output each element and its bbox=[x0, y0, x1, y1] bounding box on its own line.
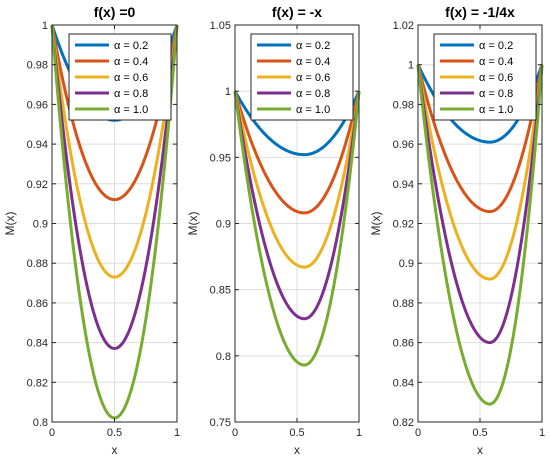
y-tick-label: 0.92 bbox=[393, 219, 414, 231]
y-tick-label: 0.9 bbox=[399, 258, 414, 270]
y-tick-label: 0.8 bbox=[216, 351, 231, 363]
legend-entry: α = 0.4 bbox=[114, 56, 148, 68]
legend-entry: α = 0.2 bbox=[114, 40, 148, 52]
x-tick-label: 0.5 bbox=[107, 427, 122, 439]
series-line-4 bbox=[233, 90, 361, 321]
chart-panel-2: 0.75 0.8 0.85 0.9 0.95 1 1.05 0 0.5 1 f(x) = -x x M(… bbox=[186, 4, 362, 457]
y-tick-label: 1 bbox=[408, 60, 414, 72]
y-tick-label: 0.94 bbox=[27, 139, 48, 151]
series-line-5 bbox=[233, 90, 361, 367]
x-tick-label: 0 bbox=[415, 427, 421, 439]
series-line-3 bbox=[50, 24, 179, 279]
y-tick-label: 0.92 bbox=[27, 179, 48, 191]
y-tick-label: 0.88 bbox=[393, 298, 414, 310]
legend-entry: α = 0.6 bbox=[296, 72, 330, 84]
legend-entry: α = 0.4 bbox=[296, 56, 330, 68]
legend-entry: α = 1.0 bbox=[479, 104, 513, 116]
legend-entry: α = 0.2 bbox=[479, 40, 513, 52]
y-axis-label: M(x) bbox=[3, 212, 17, 236]
series-line-4 bbox=[416, 64, 544, 345]
chart-title: f(x) = -1/4x bbox=[445, 4, 515, 20]
y-tick-label: 0.84 bbox=[27, 338, 48, 350]
y-tick-label: 1.02 bbox=[393, 20, 414, 32]
y-tick-label: 0.95 bbox=[210, 152, 231, 164]
series-line-1 bbox=[233, 90, 361, 157]
y-tick-label: 0.82 bbox=[393, 417, 414, 429]
chart-title: f(x) =0 bbox=[94, 4, 136, 20]
x-tick-label: 1 bbox=[174, 427, 180, 439]
y-tick-label: 0.75 bbox=[210, 417, 231, 429]
chart-panel-1: 0.8 0.82 0.84 0.86 0.88 0.9 0.92 0.94 0.96 0.98 1 0… bbox=[3, 4, 180, 457]
legend: α = 0.2 α = 0.4 α = 0.6 α = 0.8 α = 1.0 bbox=[250, 33, 354, 121]
x-tick-label: 0.5 bbox=[289, 427, 304, 439]
series-line-4 bbox=[50, 24, 179, 351]
y-axis-label: M(x) bbox=[369, 212, 383, 236]
y-tick-label: 0.86 bbox=[393, 338, 414, 350]
series-line-3 bbox=[233, 90, 361, 269]
series-line-2 bbox=[50, 24, 179, 202]
legend-entry: α = 0.6 bbox=[114, 72, 148, 84]
legend-entry: α = 1.0 bbox=[114, 104, 148, 116]
y-tick-label: 0.8 bbox=[33, 417, 48, 429]
y-tick-label: 1 bbox=[225, 86, 231, 98]
legend-entry: α = 1.0 bbox=[296, 104, 330, 116]
chart-panel-3: 0.82 0.84 0.86 0.88 0.9 0.92 0.94 0.96 0.98 1 1.02… bbox=[369, 4, 545, 457]
x-axis-label: x bbox=[112, 443, 118, 457]
chart-title: f(x) = -x bbox=[272, 4, 322, 20]
y-tick-label: 0.86 bbox=[27, 298, 48, 310]
y-tick-label: 0.9 bbox=[33, 219, 48, 231]
y-tick-label: 0.98 bbox=[393, 99, 414, 111]
x-tick-label: 0.5 bbox=[472, 427, 487, 439]
x-tick-label: 1 bbox=[539, 427, 545, 439]
y-tick-label: 0.98 bbox=[27, 60, 48, 72]
legend-entry: α = 0.8 bbox=[296, 88, 330, 100]
y-tick-label: 0.96 bbox=[27, 99, 48, 111]
legend: α = 0.2 α = 0.4 α = 0.6 α = 0.8 α = 1.0 bbox=[433, 33, 537, 121]
y-tick-label: 0.82 bbox=[27, 377, 48, 389]
x-tick-label: 0 bbox=[49, 427, 55, 439]
x-tick-label: 1 bbox=[356, 427, 362, 439]
x-tick-label: 0 bbox=[232, 427, 238, 439]
y-tick-label: 0.84 bbox=[393, 377, 414, 389]
legend-entry: α = 0.6 bbox=[479, 72, 513, 84]
legend-entry: α = 0.4 bbox=[479, 56, 513, 68]
y-tick-label: 1 bbox=[42, 20, 48, 32]
y-axis-label: M(x) bbox=[186, 212, 200, 236]
y-tick-label: 0.94 bbox=[393, 179, 414, 191]
series-line-5 bbox=[416, 64, 544, 406]
legend-entry: α = 0.8 bbox=[114, 88, 148, 100]
y-tick-label: 0.96 bbox=[393, 139, 414, 151]
y-tick-label: 0.85 bbox=[210, 285, 231, 297]
y-tick-label: 0.88 bbox=[27, 258, 48, 270]
series-line-3 bbox=[416, 64, 544, 281]
series-line-2 bbox=[233, 90, 361, 215]
x-axis-label: x bbox=[294, 443, 300, 457]
legend: α = 0.2 α = 0.4 α = 0.6 α = 0.8 α = 1.0 bbox=[68, 33, 172, 121]
y-tick-label: 0.9 bbox=[216, 219, 231, 231]
y-tick-label: 1.05 bbox=[210, 20, 231, 32]
series-line-2 bbox=[416, 64, 544, 214]
legend-entry: α = 0.2 bbox=[296, 40, 330, 52]
x-axis-label: x bbox=[477, 443, 483, 457]
legend-entry: α = 0.8 bbox=[479, 88, 513, 100]
